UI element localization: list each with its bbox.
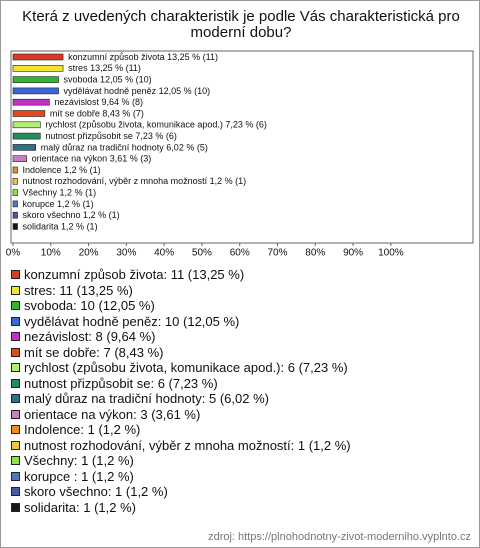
x-tick-label: 0% [6, 248, 21, 259]
legend-item: vydělávat hodně peněz: 10 (12,05 %) [11, 314, 351, 330]
bar [12, 110, 46, 117]
legend-swatch [11, 394, 20, 403]
bar [12, 200, 18, 208]
legend-label: mít se dobře: 7 (8,43 %) [24, 344, 164, 360]
bar-label: malý důraz na tradiční hodnoty 6,02 % (5… [41, 142, 208, 152]
legend-item: Všechny: 1 (1,2 %) [11, 453, 351, 469]
legend-label: nezávislost: 8 (9,64 %) [24, 329, 156, 344]
bar-label: nutnost rozhodování, výběr z mnoha možno… [23, 176, 247, 186]
x-tick-label: 10% [41, 248, 61, 259]
legend-label: orientace na výkon: 3 (3,61 %) [24, 406, 201, 422]
legend-swatch [11, 378, 20, 388]
bar-label: orientace na výkon 3,61 % (3) [32, 154, 152, 164]
legend-label: Indolence: 1 (1,2 %) [24, 422, 141, 437]
x-tick-label: 100% [378, 248, 404, 259]
legend-label: skoro všechno: 1 (1,2 %) [24, 484, 168, 499]
legend-label: rychlost (způsobu života, komunikace apo… [24, 360, 348, 375]
legend-label: malý důraz na tradiční hodnoty: 5 (6,02 … [24, 391, 269, 406]
legend-swatch [11, 347, 20, 357]
bar-label: rychlost (způsobu života, komunikace apo… [45, 120, 267, 130]
x-tick-label: 50% [192, 248, 212, 259]
x-tick-label: 80% [305, 248, 325, 259]
legend-item: stres: 11 (13,25 %) [11, 283, 351, 299]
legend-item: orientace na výkon: 3 (3,61 %) [11, 407, 351, 423]
legend-label: svoboda: 10 (12,05 %) [24, 298, 155, 313]
legend-item: konzumní způsob života: 11 (13,25 %) [11, 267, 351, 283]
x-tick-label: 70% [268, 248, 288, 259]
bar-label: Všechny 1,2 % (1) [23, 187, 97, 197]
bar [12, 155, 27, 162]
x-tick-label: 90% [343, 248, 363, 259]
bar [12, 223, 18, 230]
bar-label: mít se dobře 8,43 % (7) [50, 108, 144, 118]
x-tick-label: 30% [116, 248, 136, 259]
legend-swatch [11, 440, 20, 450]
bar-label: skoro všechno 1,2 % (1) [23, 210, 120, 220]
bar-label: konzumní způsob života 13,25 % (11) [68, 52, 218, 62]
legend-swatch [11, 456, 20, 465]
legend-swatch [11, 285, 20, 295]
bar-label: stres 13,25 % (11) [68, 63, 141, 73]
bar [12, 98, 50, 106]
bar-label: nezávislost 9,64 % (8) [54, 97, 143, 107]
legend-label: nutnost rozhodování, výběr z mnoha možno… [24, 437, 351, 453]
bar [12, 76, 59, 83]
bar [12, 132, 41, 140]
bar [12, 121, 41, 129]
legend-label: stres: 11 (13,25 %) [24, 282, 133, 298]
bar [12, 64, 64, 72]
bar-label: vydělávat hodně peněz 12,05 % (10) [64, 86, 211, 96]
legend-swatch [11, 471, 20, 481]
bar [12, 87, 59, 95]
legend-label: nutnost přizpůsobit se: 6 (7,23 %) [24, 375, 218, 391]
legend-swatch [11, 301, 20, 310]
x-tick-label: 20% [79, 248, 99, 259]
legend-label: solidarita: 1 (1,2 %) [24, 499, 136, 515]
legend-swatch [11, 332, 20, 341]
legend-item: solidarita: 1 (1,2 %) [11, 500, 351, 516]
chart-title: Která z uvedených charakteristik je podl… [22, 8, 460, 41]
legend-swatch [11, 502, 20, 512]
legend-label: konzumní způsob života: 11 (13,25 %) [24, 267, 245, 282]
x-tick-label: 40% [154, 248, 174, 259]
bar [12, 144, 37, 151]
source: zdroj: https://plnohodnotny-zivot-modern… [208, 531, 471, 543]
legend-swatch [11, 409, 20, 419]
legend-swatch [11, 270, 20, 279]
legend-item: malý důraz na tradiční hodnoty: 5 (6,02 … [11, 391, 351, 407]
bar-label: solidarita 1,2 % (1) [23, 221, 98, 231]
bar [12, 178, 18, 185]
legend-swatch [11, 425, 20, 434]
x-tick-label: 60% [230, 248, 250, 259]
bar-label: Indolence 1,2 % (1) [23, 165, 101, 175]
legend-swatch [11, 363, 20, 372]
legend-swatch [11, 316, 20, 326]
plot-frame [10, 50, 474, 244]
bar-label: korupce 1,2 % (1) [23, 199, 94, 209]
legend-item: rychlost (způsobu života, komunikace apo… [11, 360, 351, 376]
bar-label: nutnost přizpůsobit se 7,23 % (6) [45, 131, 177, 141]
legend: konzumní způsob života: 11 (13,25 %) stre… [11, 267, 351, 515]
bar [12, 211, 18, 219]
legend-item: svoboda: 10 (12,05 %) [11, 298, 351, 314]
chart: 0% 10% 20% 30% 40% 50% 60% 70% 80% 90% 100% konzumn… [6, 50, 474, 259]
legend-item: mít se dobře: 7 (8,43 %) [11, 345, 351, 361]
legend-item: nutnost přizpůsobit se: 6 (7,23 %) [11, 376, 351, 392]
legend-label: vydělávat hodně peněz: 10 (12,05 %) [24, 313, 240, 329]
legend-item: skoro všechno: 1 (1,2 %) [11, 484, 351, 500]
legend-swatch [11, 487, 20, 496]
bar [12, 53, 64, 61]
legend-item: korupce : 1 (1,2 %) [11, 469, 351, 485]
legend-item: nutnost rozhodování, výběr z mnoha možno… [11, 438, 351, 454]
bar-label: svoboda 12,05 % (10) [64, 74, 152, 84]
bar [12, 166, 18, 174]
bar [12, 189, 18, 196]
legend-item: Indolence: 1 (1,2 %) [11, 422, 351, 438]
legend-label: korupce : 1 (1,2 %) [24, 468, 134, 484]
legend-item: nezávislost: 8 (9,64 %) [11, 329, 351, 345]
legend-label: Všechny: 1 (1,2 %) [24, 453, 134, 468]
